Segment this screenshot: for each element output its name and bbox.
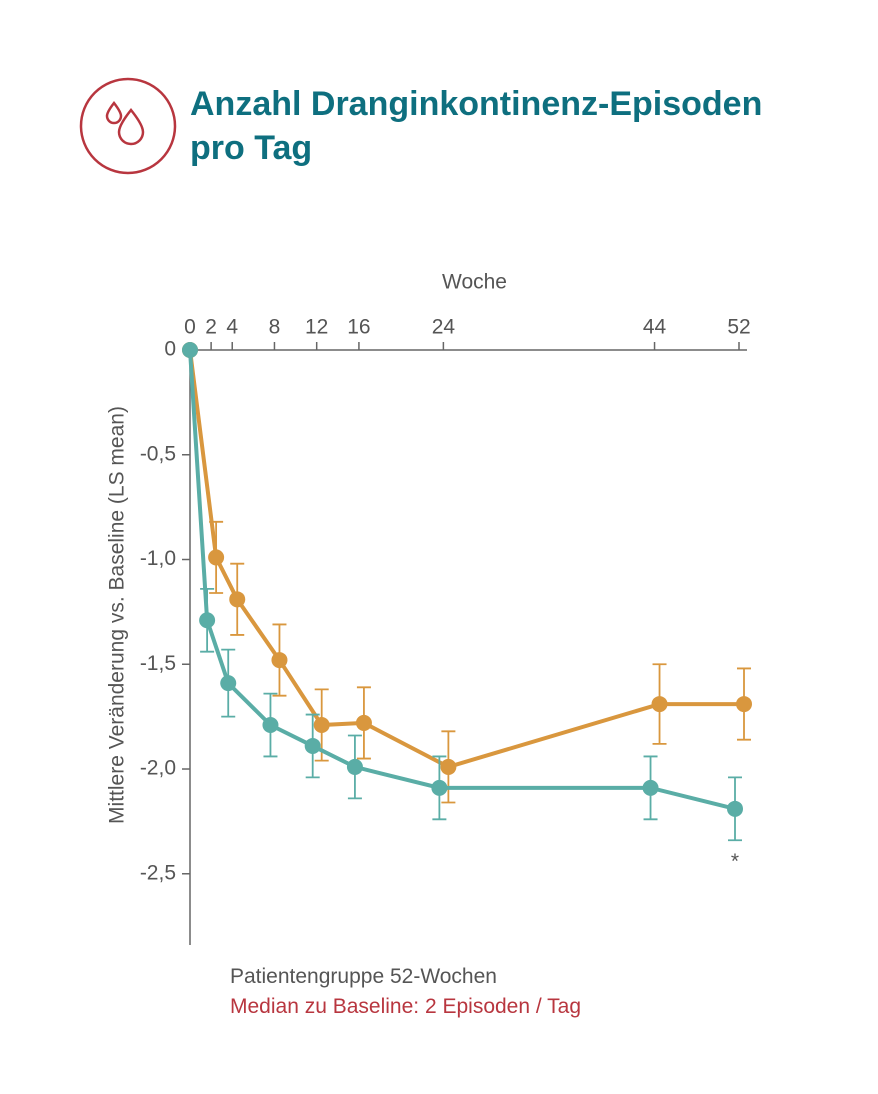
y-tick-label: -1,0 [140, 547, 176, 570]
point [736, 696, 752, 713]
point [271, 652, 288, 669]
point [229, 591, 246, 608]
x-tick-label: 8 [269, 316, 281, 339]
point [182, 342, 198, 358]
y-axis-label: Mittlere Veränderung vs. Baseline (LS me… [106, 406, 129, 824]
point [440, 758, 457, 775]
point [208, 549, 225, 566]
point [346, 758, 363, 775]
point [651, 696, 668, 713]
y-tick-label: -2,5 [140, 861, 176, 884]
y-tick-label: 0 [164, 338, 176, 361]
icon [79, 77, 177, 175]
point [199, 612, 216, 629]
series-line [188, 349, 736, 811]
point [431, 779, 448, 796]
x-tick-label: 12 [305, 316, 328, 339]
point [262, 717, 279, 734]
y-tick-label: -1,5 [140, 652, 176, 675]
note: Median zu Baseline: 2 Episoden / Tag [230, 995, 582, 1018]
x-tick-label: 0 [184, 316, 196, 339]
point [355, 714, 372, 731]
x-tick-label: 16 [347, 316, 370, 339]
point [313, 717, 330, 734]
y-tick-label: -0,5 [140, 442, 176, 465]
x-tick-label: 44 [643, 316, 667, 339]
point [220, 675, 237, 692]
annotation: * [731, 850, 739, 873]
point [727, 800, 743, 817]
x-tick-label: 4 [226, 316, 238, 339]
note: Patientengruppe 52-Wochen [230, 965, 497, 988]
x-tick-label: 24 [432, 316, 456, 339]
x-tick-label: 2 [205, 316, 217, 339]
point [642, 779, 659, 796]
x-tick-label: 52 [727, 316, 750, 339]
x-axis-label: Woche [442, 271, 507, 294]
point [304, 737, 321, 754]
y-tick-label: -2,0 [140, 757, 176, 780]
chart-title: Anzahl Dranginkontinenz-Episoden pro Tag [190, 85, 763, 167]
